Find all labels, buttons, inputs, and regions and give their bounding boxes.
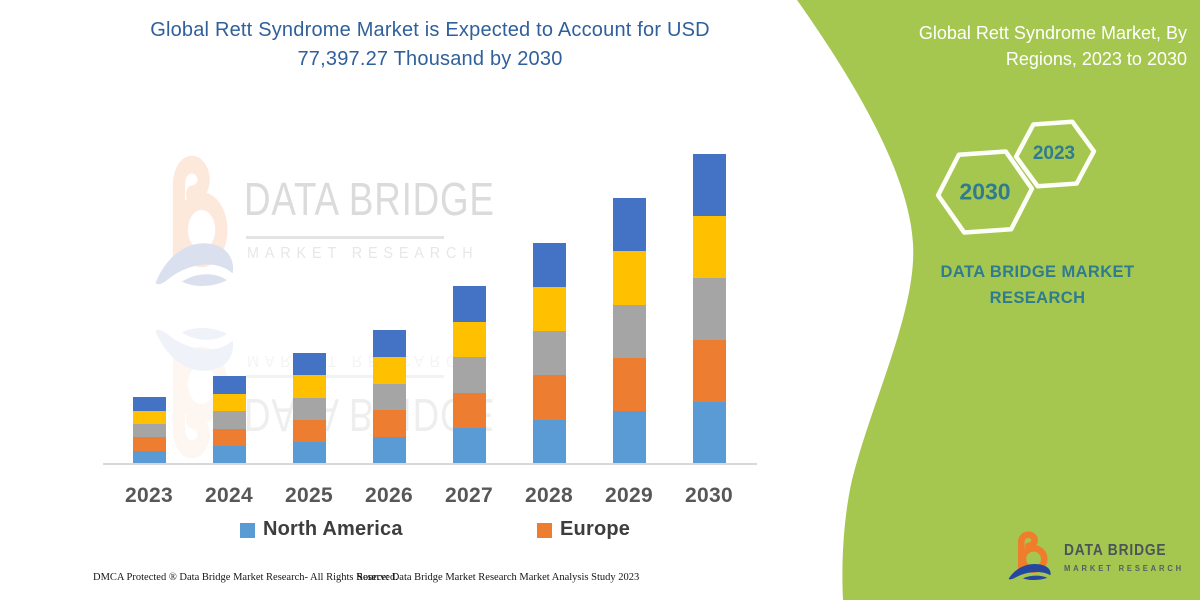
x-axis-label-2027: 2027 <box>445 484 493 507</box>
hexagon-year-2023: 2023 <box>1032 143 1076 164</box>
bar-segment-2023-north-america <box>132 450 166 464</box>
bar-segment-2028-unlabeled-gray-segment <box>532 331 566 376</box>
x-axis-label-2029: 2029 <box>605 484 653 507</box>
bar-segment-2024-unlabeled-gray-segment <box>212 411 246 429</box>
bar-segment-2028-north-america <box>532 419 566 464</box>
bar-segment-2027-europe <box>452 392 486 429</box>
bar-segment-2027-unlabeled-gray-segment <box>452 357 486 393</box>
hexagon-decoration <box>935 119 1097 235</box>
bar-segment-2029-unlabeled-dark-blue-segment <box>612 198 646 252</box>
legend-label: Europe <box>560 518 631 540</box>
bar-segment-2026-unlabeled-yellow-segment <box>372 356 406 384</box>
bar-segment-2030-unlabeled-gray-segment <box>692 278 726 341</box>
footer-logo: DATA BRIDGE MARKET RESEARCH <box>1004 530 1190 586</box>
bar-2024 <box>212 376 246 464</box>
x-axis-label-2024: 2024 <box>205 484 253 507</box>
bar-segment-2023-unlabeled-yellow-segment <box>132 410 166 424</box>
x-axis-label-2028: 2028 <box>525 484 573 507</box>
x-axis-label-2025: 2025 <box>285 484 333 507</box>
bar-segment-2029-europe <box>612 357 646 411</box>
brand-text: DATA BRIDGE MARKET RESEARCH <box>940 263 1135 307</box>
x-axis-label-2030: 2030 <box>685 484 733 507</box>
bar-segment-2025-unlabeled-yellow-segment <box>292 375 326 398</box>
bar-segment-2028-europe <box>532 375 566 420</box>
hexagon-2030 <box>935 149 1035 235</box>
bar-2030 <box>692 154 726 464</box>
bar-segment-2030-unlabeled-yellow-segment <box>692 216 726 279</box>
bar-2027 <box>452 286 486 464</box>
chart-headline: Global Rett Syndrome Market is Expected … <box>150 19 710 70</box>
footer-logo-text: DATA BRIDGE MARKET RESEARCH <box>1064 530 1190 573</box>
bar-segment-2024-unlabeled-dark-blue-segment <box>212 376 246 394</box>
bar-segment-2030-unlabeled-dark-blue-segment <box>692 154 726 217</box>
panel-title: Global Rett Syndrome Market, By Regions,… <box>918 23 1187 70</box>
bar-segment-2028-unlabeled-yellow-segment <box>532 286 566 332</box>
bar-segment-2025-europe <box>292 419 326 442</box>
bar-segment-2026-europe <box>372 410 406 438</box>
bar-segment-2029-unlabeled-gray-segment <box>612 304 646 358</box>
legend-swatch <box>240 523 255 538</box>
bar-segment-2029-north-america <box>612 410 646 464</box>
bar-segment-2030-europe <box>692 340 726 403</box>
footer-source-text: Source: Data Bridge Market Research Mark… <box>357 572 640 583</box>
legend-item-north-america: North America <box>240 518 403 541</box>
bar-segment-2025-unlabeled-dark-blue-segment <box>292 353 326 376</box>
data-bridge-logo-icon <box>1004 530 1056 586</box>
bar-segment-2026-unlabeled-dark-blue-segment <box>372 330 406 357</box>
footer-logo-subtitle: MARKET RESEARCH <box>1064 564 1185 573</box>
x-axis-label-2023: 2023 <box>125 484 173 507</box>
bar-segment-2024-north-america <box>212 446 246 464</box>
bar-2025 <box>292 353 326 464</box>
hexagon-2023 <box>1013 119 1097 189</box>
bar-segment-2024-europe <box>212 428 246 447</box>
bar-2028 <box>532 242 566 464</box>
legend-label: North America <box>263 518 403 540</box>
bar-segment-2023-unlabeled-dark-blue-segment <box>132 397 166 411</box>
legend-item-europe: Europe <box>537 518 630 541</box>
bar-segment-2027-unlabeled-dark-blue-segment <box>452 286 486 322</box>
bar-segment-2030-north-america <box>692 402 726 464</box>
hexagon-year-2030: 2030 <box>959 178 1011 205</box>
bar-2023 <box>132 397 166 464</box>
bar-segment-2027-north-america <box>452 428 486 464</box>
legend-swatch <box>537 523 552 538</box>
x-axis-label-2026: 2026 <box>365 484 413 507</box>
bar-segment-2026-unlabeled-gray-segment <box>372 383 406 411</box>
bar-segment-2027-unlabeled-yellow-segment <box>452 321 486 358</box>
footer-dmca-text: DMCA Protected ® Data Bridge Market Rese… <box>93 572 398 583</box>
bar-segment-2023-europe <box>132 437 166 451</box>
bar-segment-2028-unlabeled-dark-blue-segment <box>532 242 566 287</box>
bar-segment-2024-unlabeled-yellow-segment <box>212 393 246 412</box>
x-axis-line <box>103 463 757 465</box>
footer-logo-title: DATA BRIDGE <box>1064 542 1167 559</box>
bar-segment-2023-unlabeled-gray-segment <box>132 423 166 438</box>
bar-segment-2025-north-america <box>292 441 326 464</box>
bar-2029 <box>612 198 646 464</box>
bar-segment-2029-unlabeled-yellow-segment <box>612 251 646 305</box>
green-panel-shape <box>797 0 1200 600</box>
bar-segment-2025-unlabeled-gray-segment <box>292 397 326 420</box>
bar-2026 <box>372 330 406 464</box>
bar-segment-2026-north-america <box>372 437 406 464</box>
